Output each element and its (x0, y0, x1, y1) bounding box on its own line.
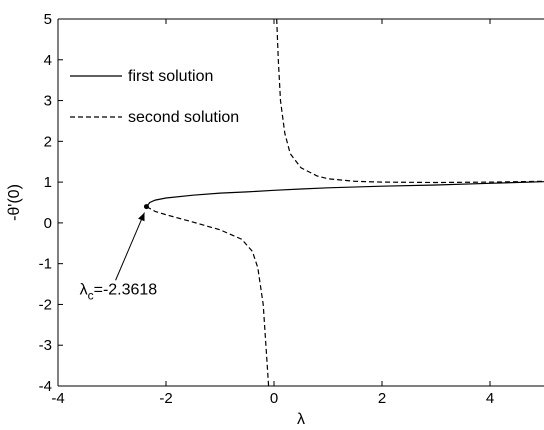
axes: -4 -2 0 2 4 -4 -3 -2 -1 0 1 2 3 4 5 (39, 11, 544, 407)
annotation-symbol: λ (80, 281, 88, 298)
y-tick-label: 3 (44, 93, 52, 110)
x-tick-label: -4 (51, 390, 64, 407)
x-tick-label: 4 (486, 390, 494, 407)
annotation-value: =-2.3618 (94, 281, 158, 298)
legend-label-1: first solution (128, 68, 213, 85)
y-tick-label: 2 (44, 133, 52, 150)
annotation-arrow-line (115, 212, 145, 281)
critical-point-annotation: λc=-2.3618 (80, 204, 158, 302)
x-axis-label: λ (297, 411, 305, 428)
y-tick-label: -1 (39, 256, 52, 273)
plot-area (146, 19, 544, 386)
legend: first solution second solution (70, 68, 239, 126)
annotation-arrowhead (138, 212, 145, 222)
annotation-subscript: c (88, 288, 94, 302)
x-tick-label: 2 (378, 390, 386, 407)
series-1-line-segment (146, 181, 544, 207)
x-tick-label: 0 (270, 390, 278, 407)
y-axis-label: -θ'(0) (6, 184, 23, 221)
y-tick-label: -4 (39, 378, 52, 395)
critical-point-marker (143, 204, 149, 210)
y-tick-label: 1 (44, 174, 52, 191)
annotation-label: λc=-2.3618 (80, 281, 158, 302)
y-tick-label: 5 (44, 11, 52, 28)
y-tick-label: 4 (44, 52, 52, 69)
y-tick-label: -2 (39, 296, 52, 313)
legend-label-2: second solution (128, 109, 239, 126)
y-tick-label: 0 (44, 215, 52, 232)
series-2-line-segment (146, 206, 270, 386)
series-2-line-segment (276, 19, 544, 184)
y-tick-label: -3 (39, 337, 52, 354)
x-tick-label: -2 (159, 390, 172, 407)
